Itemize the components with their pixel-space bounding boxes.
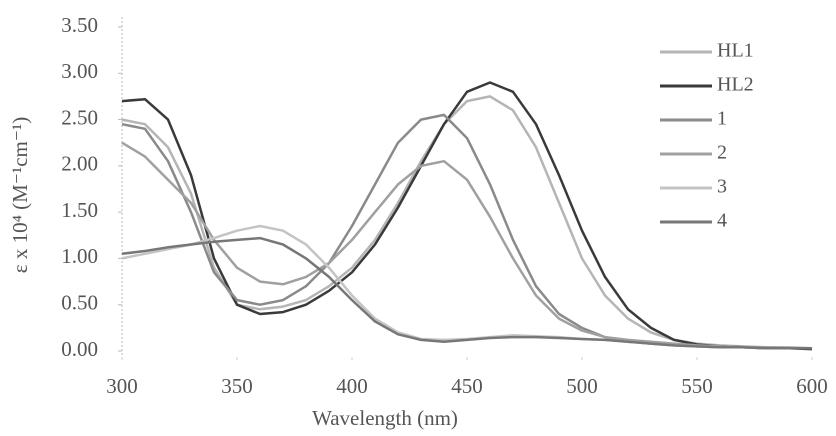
x-tick-label: 300: [106, 374, 138, 398]
y-tick-label: 2.50: [61, 105, 98, 129]
legend-text: 3: [717, 176, 727, 198]
y-tick-label: 0.50: [61, 291, 98, 315]
y-tick-label: 1.00: [61, 244, 98, 268]
y-axis-label: ε x 10⁴ (M⁻¹cm⁻¹): [8, 117, 32, 273]
legend-text: HL2: [717, 74, 754, 96]
x-axis-label: Wavelength (nm): [312, 406, 458, 430]
x-tick-label: 550: [681, 374, 713, 398]
series-line: [121, 81, 813, 351]
x-tick-label: 500: [566, 374, 598, 398]
y-tick-label: 1.50: [61, 198, 98, 222]
legend-text: HL1: [717, 40, 754, 62]
y-tick-label: 3.50: [61, 13, 98, 37]
series-line: [121, 113, 812, 350]
y-tick-label: 0.00: [61, 337, 98, 361]
series-line: [121, 141, 812, 350]
x-tick-label: 600: [796, 374, 828, 398]
legend-text: 1: [717, 108, 727, 130]
y-tick-label: 2.00: [61, 152, 98, 176]
y-tick-label: 3.00: [61, 59, 98, 83]
x-tick-label: 450: [451, 374, 483, 398]
x-tick-label: 400: [336, 374, 368, 398]
series-line: [121, 236, 812, 350]
x-tick-label: 350: [221, 374, 253, 398]
legend-text: 4: [717, 210, 727, 232]
legend-text: 2: [717, 142, 727, 164]
